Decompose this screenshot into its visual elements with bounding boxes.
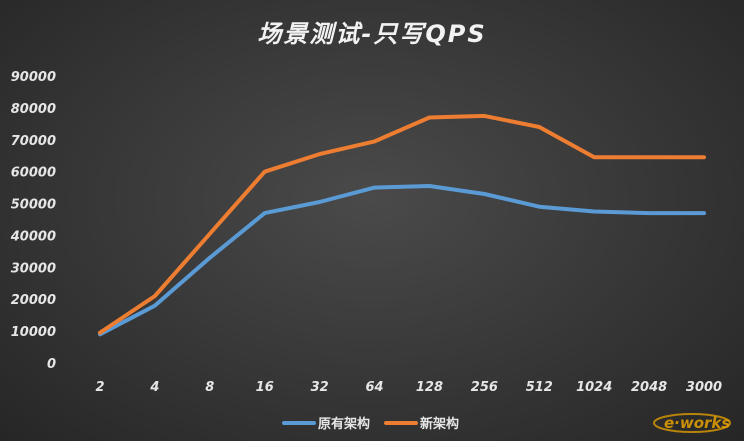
y-tick-label: 90000: [11, 70, 56, 85]
series-line-new-architecture: [98, 113, 706, 335]
x-tick-label: 128: [416, 380, 443, 395]
e-works-watermark-logo: e·works: [653, 413, 731, 433]
y-tick-label: 20000: [11, 293, 56, 308]
legend: 原有架构 新架构: [282, 416, 459, 432]
y-tick-label: 30000: [11, 261, 56, 276]
y-tick-label: 10000: [11, 325, 56, 340]
x-tick-label: 32: [311, 380, 329, 395]
x-tick-label: 4: [149, 380, 159, 395]
x-tick-label: 16: [256, 380, 274, 395]
x-axis-ticks: 2 4 8 16 32 64 128 256 512 1024 2048 3000: [95, 380, 722, 395]
y-tick-label: 50000: [11, 198, 56, 213]
series-line-original-architecture: [98, 184, 706, 337]
y-tick-label: 40000: [10, 229, 56, 244]
series-lines: [98, 113, 706, 337]
x-tick-label: 256: [471, 380, 498, 395]
x-tick-label: 1024: [576, 380, 612, 395]
chart-title: 场景测试-只写QPS: [257, 20, 487, 48]
y-tick-label: 60000: [11, 166, 56, 181]
x-tick-label: 512: [526, 380, 553, 395]
x-tick-label: 2: [95, 380, 104, 395]
x-tick-label: 3000: [686, 380, 722, 395]
x-tick-label: 8: [205, 380, 214, 395]
y-tick-label: 80000: [11, 102, 56, 117]
svg-text:e·works: e·works: [664, 414, 730, 432]
y-axis-ticks: 0 10000 20000 30000 40000 50000 60000 70000 8000…: [10, 70, 56, 372]
y-tick-label: 70000: [11, 134, 56, 149]
x-tick-label: 2048: [631, 380, 667, 395]
y-tick-label: 0: [47, 357, 56, 372]
x-tick-label: 64: [365, 380, 383, 395]
legend-label: 原有架构: [318, 416, 370, 432]
legend-label: 新架构: [420, 416, 459, 432]
